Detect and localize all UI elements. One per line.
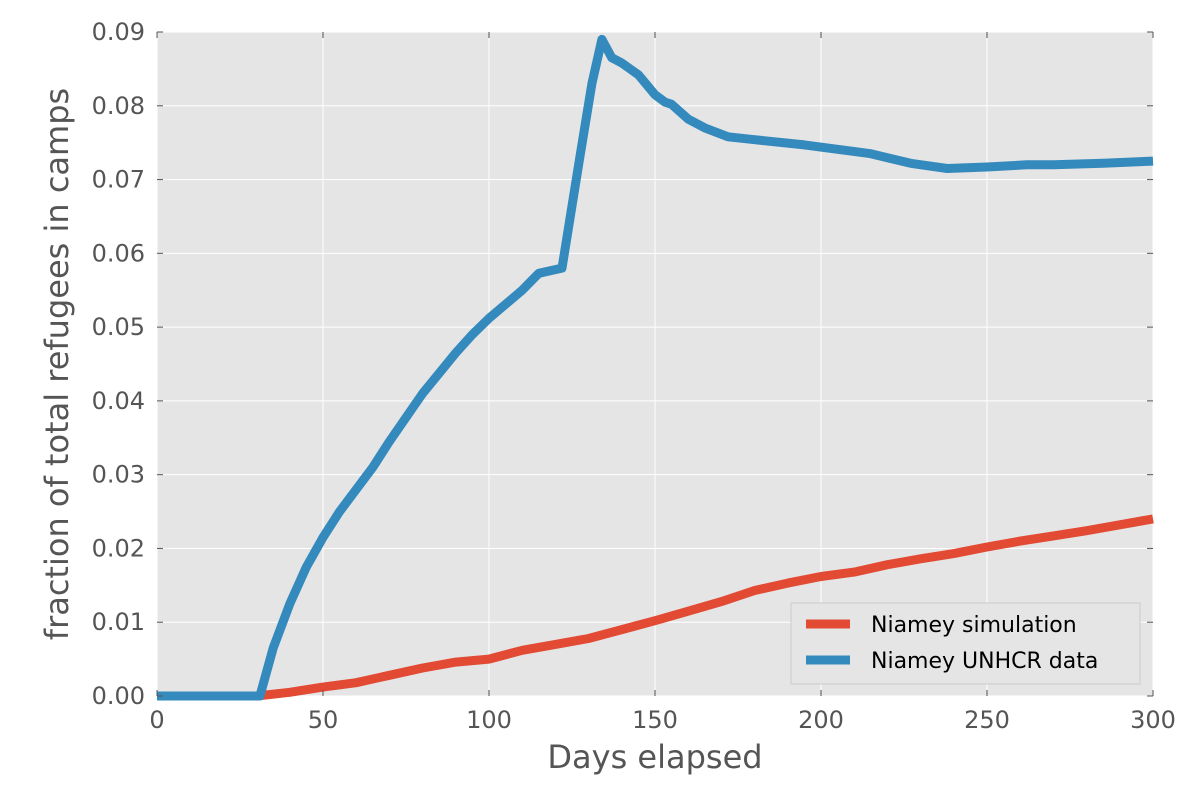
series-lines	[157, 34, 1154, 701]
y-tick-label: 0.07	[92, 166, 145, 194]
series-line-1	[157, 34, 1154, 701]
y-tick-label: 0.03	[92, 461, 145, 489]
x-tick-label: 150	[632, 706, 678, 734]
axis-ticks	[156, 31, 1154, 697]
y-tick-label: 0.05	[92, 313, 145, 341]
y-tick-label: 0.00	[92, 682, 145, 710]
x-tick-label: 200	[798, 706, 844, 734]
x-tick-label: 100	[466, 706, 512, 734]
legend-box	[790, 602, 1141, 685]
x-axis-title: Days elapsed	[547, 738, 762, 776]
y-tick-label: 0.02	[92, 534, 145, 562]
legend: Niamey simulation Niamey UNHCR data	[790, 602, 1141, 685]
y-tick-label: 0.08	[92, 92, 145, 120]
x-tick-label: 50	[308, 706, 339, 734]
y-tick-label: 0.04	[92, 387, 145, 415]
x-tick-label: 0	[149, 706, 164, 734]
x-tick-label: 300	[1130, 706, 1176, 734]
y-tick-label: 0.09	[92, 18, 145, 46]
y-tick-label: 0.01	[92, 608, 145, 636]
legend-label-simulation: Niamey simulation	[871, 613, 1077, 638]
x-tick-label: 250	[964, 706, 1010, 734]
axis-tick-labels: 0 50 100 150 200 250 300 0.00 0.01 0.02 0.03 0.04 0.…	[92, 18, 1176, 734]
y-tick-label: 0.06	[92, 239, 145, 267]
legend-label-unhcr: Niamey UNHCR data	[871, 649, 1098, 674]
y-axis-title: fraction of total refugees in camps	[38, 88, 76, 640]
series-line-0	[157, 514, 1154, 701]
